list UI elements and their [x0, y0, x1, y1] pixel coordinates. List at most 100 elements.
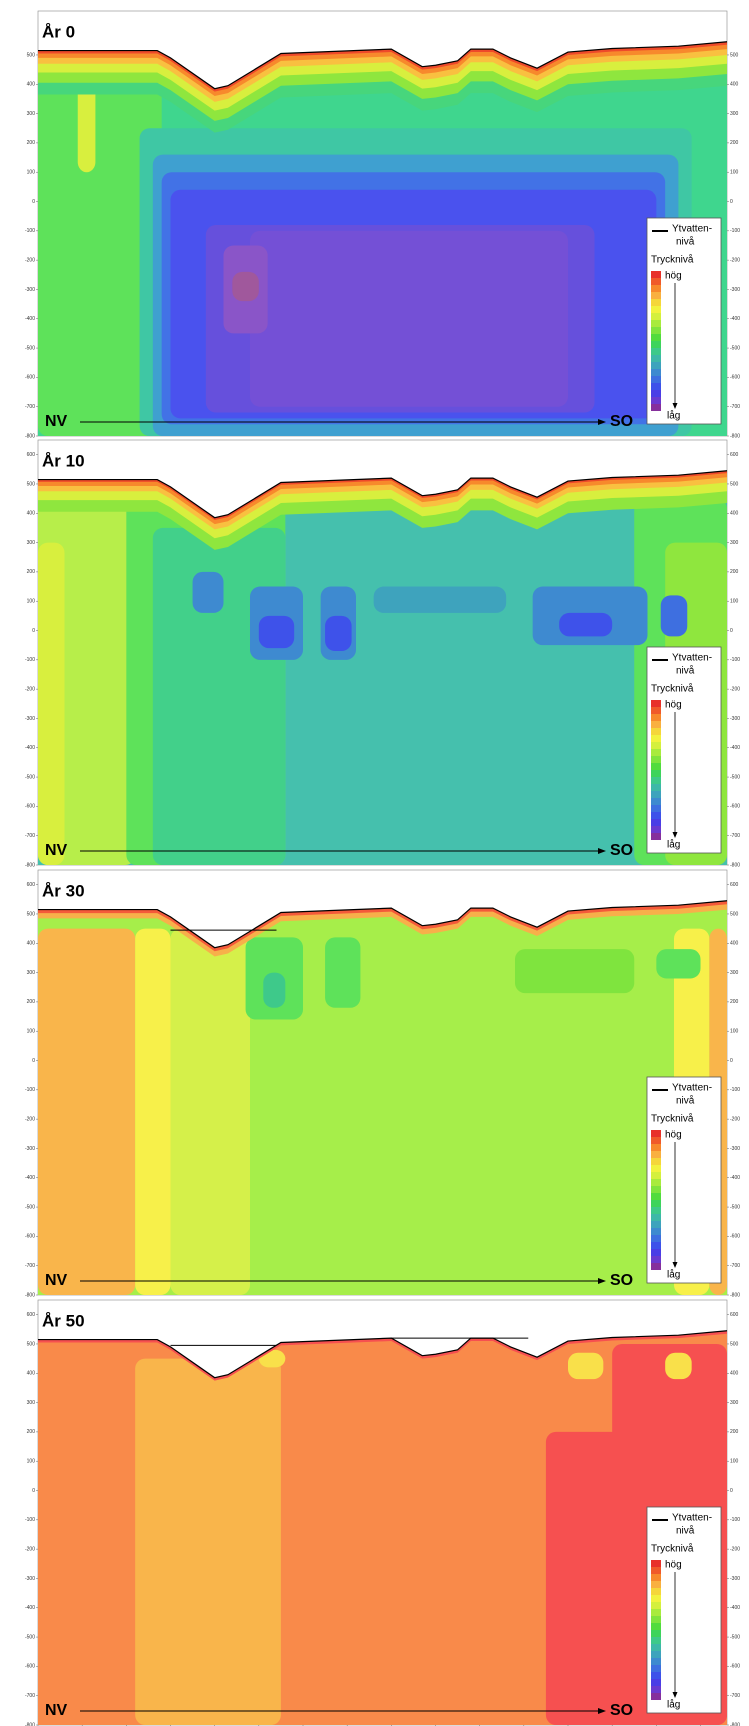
y-tick-label: 200	[27, 569, 36, 575]
legend-swatch	[651, 1158, 661, 1165]
y-tick-label-right: 0	[730, 628, 733, 634]
y-tick-label: -800	[25, 1292, 35, 1298]
legend-swatch	[651, 735, 661, 742]
y-tick-label-right: -200	[730, 1546, 740, 1552]
legend-swatch	[651, 826, 661, 833]
legend-swatch	[651, 1235, 661, 1242]
contour-region	[38, 69, 162, 436]
legend-low: låg	[667, 1699, 680, 1711]
contour-region	[373, 586, 507, 613]
y-tick-label-right: -400	[730, 1605, 740, 1611]
y-tick-label: -100	[25, 657, 35, 663]
legend-high: hög	[665, 271, 682, 282]
legend-swatch	[651, 1651, 661, 1658]
y-tick-label-right: 100	[730, 170, 739, 176]
panel: 600 600 500 500 400 400 300 300 200 200 100 100 0 0 -1…	[25, 869, 740, 1298]
y-tick-label-right: -800	[730, 433, 740, 439]
y-tick-label-right: 0	[730, 1488, 733, 1494]
contour-region	[568, 1352, 604, 1380]
legend-swatch	[651, 1679, 661, 1686]
y-tick-label-right: -800	[730, 862, 740, 868]
y-tick-label-right: -300	[730, 1146, 740, 1152]
y-tick-label: -200	[25, 1546, 35, 1552]
legend-swatch	[651, 784, 661, 791]
legend-label: Ytvatten-	[672, 653, 712, 664]
panel-title: År 50	[42, 1311, 85, 1330]
legend-swatch	[651, 791, 661, 798]
y-tick-label: 100	[27, 1459, 36, 1465]
legend-swatch	[651, 299, 661, 306]
legend-swatch	[651, 728, 661, 735]
legend-label: nivå	[676, 1525, 695, 1537]
y-tick-label-right: -300	[730, 716, 740, 722]
y-tick-label-right: -400	[730, 1175, 740, 1181]
y-tick-label: 500	[27, 481, 36, 487]
y-tick-label: 600	[27, 1312, 36, 1318]
contour-region	[192, 571, 224, 613]
direction-end: SO	[610, 1702, 633, 1719]
legend-swatch	[651, 285, 661, 292]
y-tick-label-right: 100	[730, 1459, 739, 1465]
legend-swatch	[651, 271, 661, 278]
legend-swatch	[651, 1200, 661, 1207]
panel-title: År 30	[42, 881, 85, 900]
legend-swatch	[651, 383, 661, 390]
y-tick-label: -400	[25, 745, 35, 751]
y-tick-label-right: 300	[730, 540, 739, 546]
y-tick-label-right: 500	[730, 52, 739, 58]
legend-swatch	[651, 1228, 661, 1235]
legend-swatch	[651, 341, 661, 348]
legend-swatch	[651, 1144, 661, 1151]
legend-swatch	[651, 721, 661, 728]
y-tick-label-right: -500	[730, 1634, 740, 1640]
y-tick-label-right: -300	[730, 1576, 740, 1582]
y-tick-label-right: 200	[730, 1429, 739, 1435]
y-tick-label-right: 400	[730, 82, 739, 88]
y-tick-label: 500	[27, 911, 36, 917]
legend-swatch	[651, 777, 661, 784]
y-tick-label: -400	[25, 1605, 35, 1611]
y-tick-label: 100	[27, 170, 36, 176]
contour-region	[38, 542, 65, 865]
legend-scale-title: Trycknivå	[651, 1113, 694, 1125]
y-tick-label-right: -300	[730, 287, 740, 293]
legend-swatch	[651, 742, 661, 749]
y-tick-label: 300	[27, 540, 36, 546]
legend-swatch	[651, 1665, 661, 1672]
legend-swatch	[651, 1172, 661, 1179]
direction-end: SO	[610, 413, 633, 430]
legend-swatch	[651, 1623, 661, 1630]
legend-swatch	[651, 320, 661, 327]
y-tick-label-right: 200	[730, 140, 739, 146]
legend-label: Ytvatten-	[672, 224, 712, 235]
legend-swatch	[651, 812, 661, 819]
panel: 600 600 500 500 400 400 300 300 200 200 100 100 0 0 -1…	[25, 439, 740, 868]
direction-start: NV	[45, 1702, 68, 1719]
y-tick-label-right: -700	[730, 1693, 740, 1699]
legend-swatch	[651, 1630, 661, 1637]
legend-swatch	[651, 1609, 661, 1616]
legend-swatch	[651, 756, 661, 763]
y-tick-label: -500	[25, 345, 35, 351]
y-tick-label: -600	[25, 804, 35, 810]
legend-swatch	[651, 1686, 661, 1693]
legend-swatch	[651, 362, 661, 369]
y-tick-label: -300	[25, 716, 35, 722]
contour-region	[77, 78, 96, 173]
legend-swatch	[651, 798, 661, 805]
contour-region	[559, 612, 613, 637]
y-tick-label-right: -600	[730, 1234, 740, 1240]
y-tick-label: 400	[27, 1371, 36, 1377]
y-tick-label: 600	[27, 882, 36, 888]
contour-region	[656, 949, 701, 979]
y-tick-label: 500	[27, 1341, 36, 1347]
y-tick-label: 0	[32, 1488, 35, 1494]
legend-swatch	[651, 819, 661, 826]
legend-swatch	[651, 833, 661, 840]
y-tick-label: 0	[32, 628, 35, 634]
y-tick-label: -100	[25, 228, 35, 234]
y-tick-label: -800	[25, 433, 35, 439]
y-tick-label-right: -600	[730, 804, 740, 810]
contour-field	[38, 470, 727, 865]
